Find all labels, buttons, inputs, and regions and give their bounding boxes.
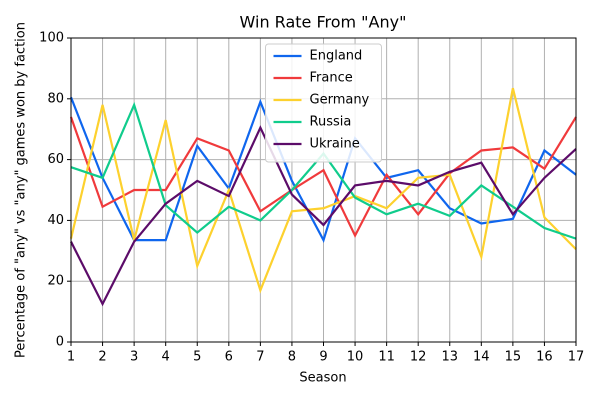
- y-tick-label: 60: [47, 152, 64, 167]
- x-tick-label: 3: [130, 350, 138, 365]
- x-tick-label: 10: [347, 350, 364, 365]
- x-tick-label: 4: [162, 350, 170, 365]
- x-tick-label: 17: [568, 350, 585, 365]
- legend-box: [265, 43, 382, 163]
- legend-label: France: [310, 71, 353, 86]
- y-tick-label: 100: [39, 31, 64, 46]
- x-tick-label: 1: [67, 350, 75, 365]
- legend-label: Germany: [310, 93, 370, 108]
- legend: England France Germany Russia Ukraine: [265, 43, 382, 163]
- x-tick-label: 2: [98, 350, 106, 365]
- series-line: [69, 87, 577, 294]
- y-tick-label: 20: [47, 274, 64, 289]
- x-tick-label: 11: [378, 350, 395, 365]
- y-tick-label: 0: [56, 335, 64, 350]
- y-tick-label: 80: [47, 91, 64, 106]
- legend-label: Russia: [310, 115, 352, 130]
- x-tick-label: 15: [505, 350, 522, 365]
- x-tick-label: 16: [536, 350, 553, 365]
- x-tick-label: 5: [193, 350, 201, 365]
- x-tick-label: 12: [410, 350, 427, 365]
- chart-title: Win Rate From "Any": [240, 13, 407, 32]
- x-tick-label: 7: [256, 350, 264, 365]
- y-tick-label: 40: [47, 213, 64, 228]
- x-tick-label: 14: [473, 350, 490, 365]
- series-line: [69, 96, 577, 244]
- legend-label: England: [310, 49, 363, 64]
- x-tick-label: 9: [319, 350, 327, 365]
- plot-frame: [70, 37, 577, 343]
- y-axis-label: Percentage of "any" vs "any" games won b…: [14, 22, 29, 358]
- x-tick-label: 8: [288, 350, 296, 365]
- series-line: [70, 125, 577, 307]
- x-tick-label: 13: [441, 350, 458, 365]
- x-tick-label: 6: [225, 350, 233, 365]
- series-line: [69, 116, 577, 239]
- legend-label: Ukraine: [310, 137, 360, 152]
- x-axis-label: Season: [299, 371, 346, 386]
